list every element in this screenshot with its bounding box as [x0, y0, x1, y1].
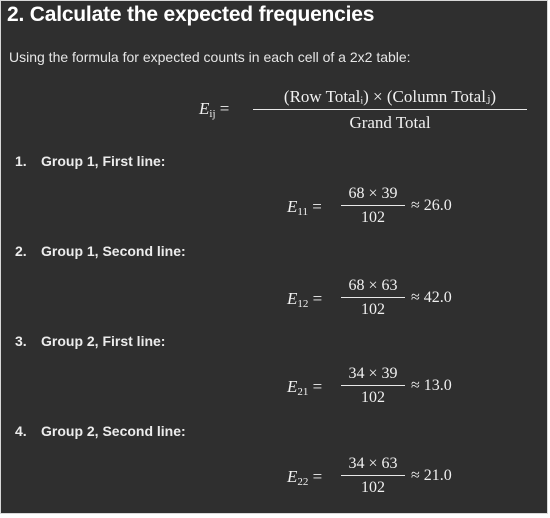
equation-var: E [287, 289, 298, 308]
formula-fraction: (Row Totalᵢ) × (Column Totalⱼ) Grand Tot… [253, 87, 527, 133]
equation-sub: 21 [297, 386, 309, 398]
equation-result: ≈ 13.0 [411, 377, 452, 394]
equation-fraction: 68 × 39 102 [341, 185, 405, 227]
list-item-number: 1. [15, 153, 27, 169]
equation-denominator: 102 [361, 301, 385, 318]
equation-var: E [287, 197, 298, 216]
equation-numerator: 34 × 63 [348, 455, 398, 472]
equation-fraction: 34 × 63 102 [341, 455, 405, 497]
equation-lhs: E22 = [287, 467, 322, 488]
equation-lhs: E21 = [287, 377, 322, 398]
equation-var: E [287, 467, 298, 486]
equation-denominator: 102 [361, 389, 385, 406]
equation-equals: = [312, 377, 323, 396]
equation-denominator: 102 [361, 209, 385, 226]
equation-var: E [287, 377, 298, 396]
equation-numerator: 68 × 39 [348, 185, 398, 202]
equation-denominator: 102 [361, 479, 385, 496]
equation-result: ≈ 26.0 [411, 197, 452, 214]
equation-sub: 11 [297, 206, 308, 218]
list-item-label: Group 2, Second line: [41, 423, 186, 439]
formula-var: E [199, 99, 210, 118]
list-item-label: Group 1, First line: [41, 153, 166, 169]
list-item: 1. Group 1, First line: [15, 153, 165, 169]
fraction-bar [341, 205, 405, 206]
list-item: 4. Group 2, Second line: [15, 423, 186, 439]
equation-fraction: 34 × 39 102 [341, 365, 405, 407]
equation-fraction: 68 × 63 102 [341, 277, 405, 319]
intro-text: Using the formula for expected counts in… [9, 49, 411, 65]
equation-numerator: 34 × 39 [348, 365, 398, 382]
fraction-bar [341, 475, 405, 476]
section-heading: 2. Calculate the expected frequencies [7, 3, 375, 26]
list-item-label: Group 1, Second line: [41, 243, 186, 259]
equation-result: ≈ 42.0 [411, 289, 452, 306]
fraction-bar [341, 297, 405, 298]
list-item: 2. Group 1, Second line: [15, 243, 186, 259]
fraction-bar [253, 109, 527, 110]
formula-denominator: Grand Total [349, 113, 431, 132]
list-item-number: 3. [15, 333, 27, 349]
formula-lhs: Eij = [199, 99, 229, 120]
formula-numerator: (Row Totalᵢ) × (Column Totalⱼ) [283, 87, 497, 106]
equation-equals: = [312, 467, 323, 486]
equation-result: ≈ 21.0 [411, 467, 452, 484]
list-item: 3. Group 2, First line: [15, 333, 165, 349]
equation-sub: 12 [297, 298, 309, 310]
fraction-bar [341, 385, 405, 386]
equation-numerator: 68 × 63 [348, 277, 398, 294]
formula-equals: = [219, 99, 230, 118]
equation-sub: 22 [297, 476, 309, 488]
equation-lhs: E12 = [287, 289, 322, 310]
equation-equals: = [312, 197, 322, 216]
equation-lhs: E11 = [287, 197, 322, 218]
formula-sub: ij [209, 108, 216, 120]
list-item-label: Group 2, First line: [41, 333, 166, 349]
list-item-number: 2. [15, 243, 27, 259]
list-item-number: 4. [15, 423, 27, 439]
equation-equals: = [312, 289, 323, 308]
